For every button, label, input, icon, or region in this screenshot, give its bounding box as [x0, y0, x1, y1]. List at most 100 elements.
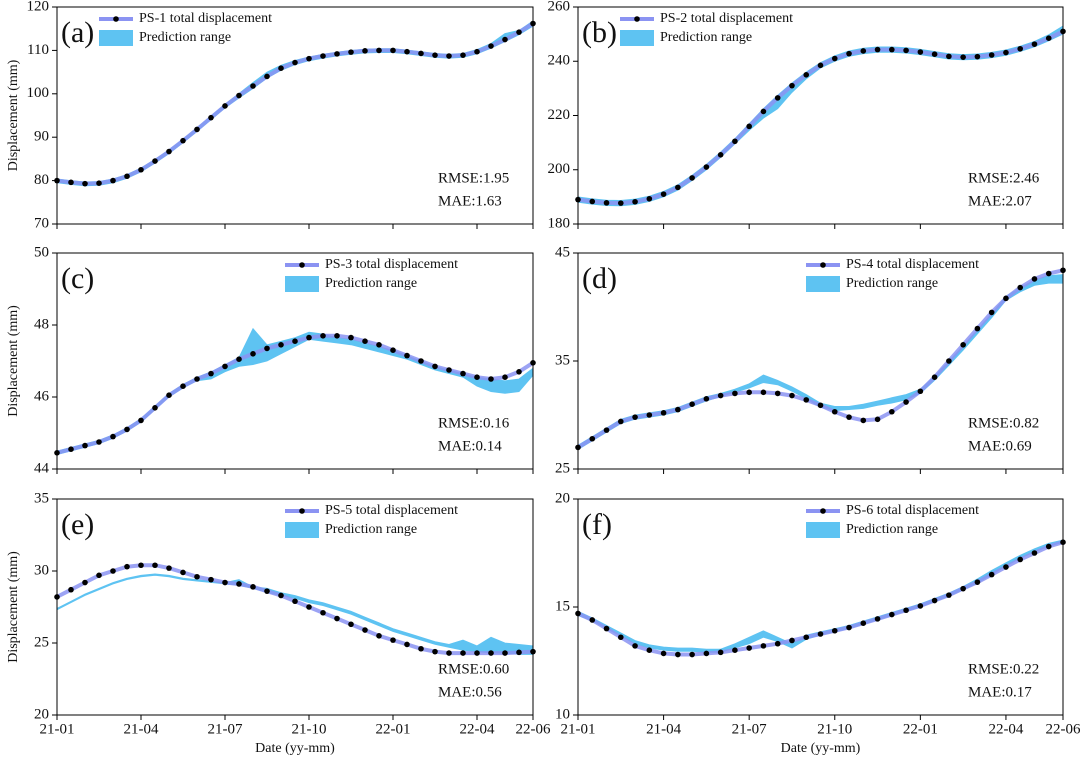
displacement-point: [946, 358, 952, 364]
legend-point: [820, 508, 826, 514]
metric-annotation: MAE:2.07: [968, 193, 1032, 209]
y-axis-label: Displacement (mm): [6, 551, 21, 663]
displacement-point: [931, 374, 938, 381]
displacement-point: [110, 433, 116, 440]
displacement-point: [208, 576, 214, 583]
displacement-point: [96, 572, 102, 579]
y-tick-label: 45: [555, 244, 570, 260]
displacement-point: [646, 412, 653, 418]
displacement-point: [831, 408, 838, 415]
displacement-point: [617, 634, 624, 641]
displacement-point: [632, 414, 638, 420]
displacement-point: [194, 126, 200, 133]
displacement-point: [222, 103, 228, 109]
displacement-point: [278, 592, 284, 599]
x-tick-label: 22-06: [516, 721, 551, 737]
y-tick-label: 240: [548, 53, 571, 69]
legend-swatch: [806, 276, 840, 292]
displacement-point: [460, 370, 466, 377]
displacement-point: [632, 643, 638, 649]
panel-label: (c): [61, 262, 94, 295]
displacement-point: [278, 65, 284, 71]
y-tick-label: 180: [548, 215, 571, 231]
displacement-point: [646, 195, 653, 202]
displacement-point: [124, 426, 130, 433]
displacement-point: [960, 342, 966, 348]
displacement-point: [376, 47, 382, 54]
displacement-point: [348, 621, 354, 628]
y-tick-label: 100: [27, 85, 50, 101]
displacement-point: [931, 51, 938, 57]
displacement-point: [817, 402, 824, 409]
x-axis-label: Date (yy-mm): [781, 741, 861, 756]
metric-annotation: RMSE:1.95: [438, 170, 509, 186]
y-axis-label: Displacement (mm): [6, 305, 21, 417]
displacement-point: [446, 367, 452, 373]
displacement-line: [56, 21, 535, 186]
y-tick-label: 48: [34, 316, 49, 332]
y-tick-label: 260: [548, 0, 571, 14]
displacement-point: [166, 392, 172, 399]
displacement-point: [432, 648, 438, 655]
displacement-point: [404, 641, 410, 648]
displacement-point: [703, 650, 710, 657]
displacement-point: [603, 625, 610, 632]
displacement-point: [589, 198, 596, 205]
displacement-point: [376, 633, 382, 639]
prediction-range: [56, 573, 534, 655]
displacement-point: [946, 53, 952, 60]
legend-label: PS-3 total displacement: [325, 257, 458, 272]
x-tick-label: 21-07: [208, 721, 243, 737]
displacement-point: [306, 604, 312, 610]
displacement-point: [846, 414, 852, 420]
legend-label: PS-4 total displacement: [846, 257, 979, 272]
legend-swatch: [285, 522, 319, 538]
metric-annotation: RMSE:0.60: [438, 661, 509, 677]
metric-annotation: RMSE:2.46: [968, 170, 1040, 186]
y-tick-label: 30: [34, 562, 49, 578]
y-tick-label: 20: [34, 706, 49, 722]
displacement-point: [502, 650, 508, 656]
displacement-point: [1045, 35, 1052, 41]
displacement-point: [390, 347, 396, 354]
legend-swatch: [285, 276, 319, 292]
displacement-line: [56, 333, 535, 455]
y-tick-label: 35: [34, 490, 49, 506]
displacement-point: [817, 631, 824, 637]
prediction-range: [56, 327, 534, 456]
displacement-point: [502, 374, 508, 381]
metric-annotation: RMSE:0.22: [968, 661, 1039, 677]
displacement-point: [1045, 270, 1052, 277]
displacement-point: [138, 166, 144, 173]
displacement-point: [960, 585, 966, 592]
displacement-point: [124, 563, 130, 570]
displacement-point: [1031, 550, 1038, 556]
displacement-point: [988, 309, 995, 316]
legend-label: PS-2 total displacement: [660, 11, 793, 26]
displacement-point: [760, 389, 767, 396]
y-tick-label: 70: [34, 215, 49, 231]
displacement-point: [264, 588, 270, 594]
displacement-point: [903, 607, 909, 614]
y-tick-label: 44: [34, 460, 50, 476]
displacement-point: [208, 370, 214, 377]
displacement-point: [110, 177, 116, 184]
displacement-point: [362, 338, 368, 345]
displacement-point: [292, 598, 298, 605]
plot-frame: [56, 498, 534, 716]
displacement-point: [803, 634, 810, 641]
displacement-point: [320, 333, 326, 339]
y-tick-label: 10: [555, 706, 570, 722]
displacement-point: [660, 650, 667, 657]
displacement-point: [404, 352, 410, 359]
displacement-point: [516, 649, 522, 656]
displacement-point: [860, 620, 867, 626]
displacement-point: [362, 48, 368, 54]
displacement-point: [222, 579, 228, 586]
displacement-point: [889, 408, 895, 415]
legend-label: Prediction range: [846, 522, 938, 537]
plot-frame: [56, 6, 534, 225]
displacement-point: [110, 568, 116, 574]
displacement-point: [603, 200, 610, 206]
metric-annotation: MAE:1.63: [438, 193, 502, 209]
